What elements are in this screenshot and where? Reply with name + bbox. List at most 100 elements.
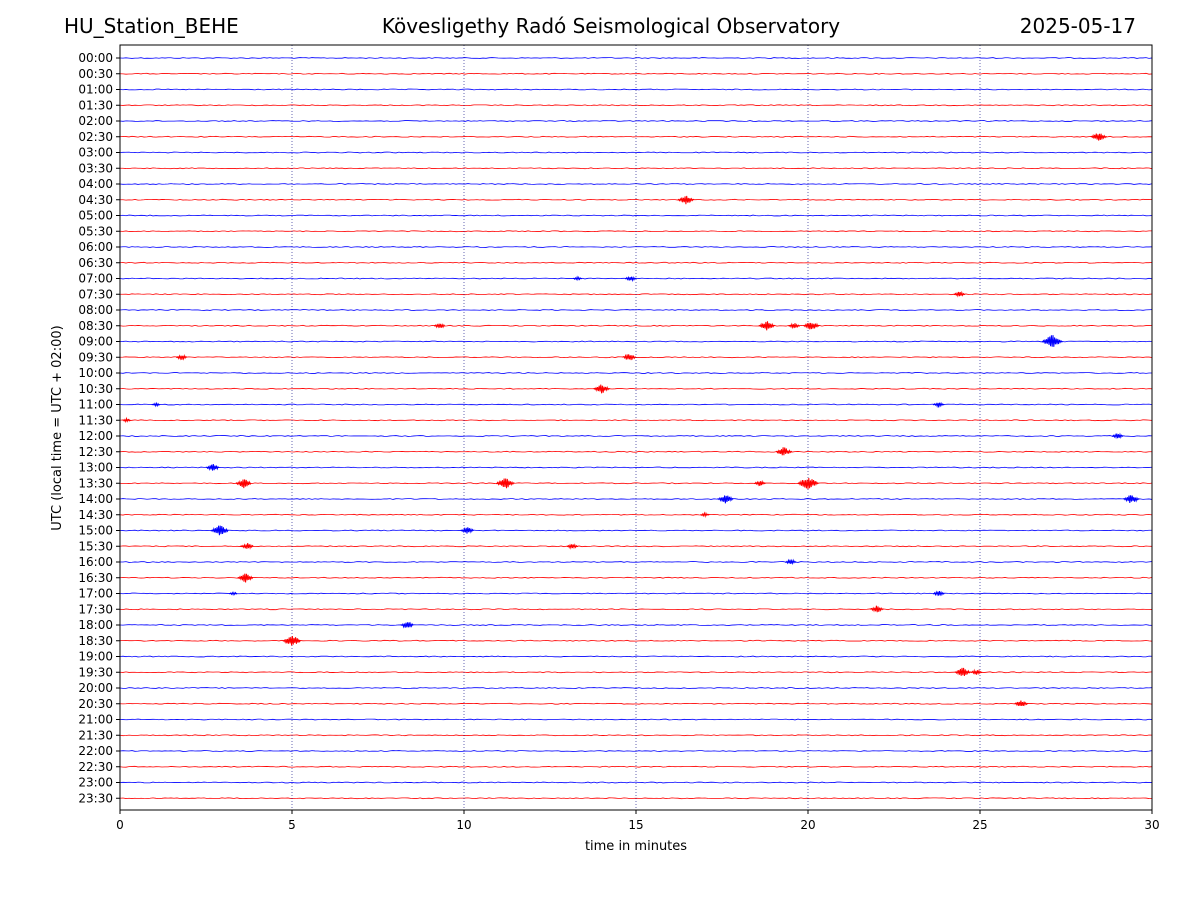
- seismic-event-11: [622, 353, 637, 361]
- y-tick-label: 01:30: [78, 98, 113, 112]
- y-tick-label: 22:00: [78, 744, 113, 758]
- seismic-event-17: [775, 447, 793, 456]
- seismic-event-0: [1090, 133, 1107, 141]
- trace-0630: [119, 261, 1153, 264]
- y-tick-label: 13:00: [78, 461, 113, 475]
- y-tick-label: 04:00: [78, 177, 113, 191]
- station-title: HU_Station_BEHE: [64, 14, 239, 38]
- seismic-event-4: [953, 290, 966, 298]
- y-tick-label: 00:00: [78, 51, 113, 65]
- y-tick-label: 05:30: [78, 224, 113, 238]
- y-tick-label: 16:00: [78, 555, 113, 569]
- y-tick-label: 19:00: [78, 650, 113, 664]
- seismic-event-9: [1041, 335, 1063, 347]
- y-tick-label: 21:00: [78, 713, 113, 727]
- x-axis-ticks: 0 5 10 15 20 25 30: [116, 810, 1160, 832]
- seismic-event-20: [495, 478, 515, 489]
- trace-0500: [119, 214, 1153, 217]
- seismic-event-6: [758, 321, 775, 331]
- trace-2300: [119, 781, 1153, 784]
- y-tick-label: 15:30: [78, 539, 113, 553]
- y-tick-label: 06:00: [78, 240, 113, 254]
- trace-1300: [119, 466, 1153, 469]
- y-tick-label: 12:30: [78, 445, 113, 459]
- seismic-event-15: [122, 416, 131, 424]
- seismic-event-32: [228, 591, 238, 597]
- y-tick-label: 01:00: [78, 83, 113, 97]
- seismic-event-12: [593, 384, 610, 394]
- y-tick-label: 05:00: [78, 209, 113, 223]
- y-tick-label: 02:30: [78, 130, 113, 144]
- seismic-event-35: [400, 621, 414, 629]
- y-tick-label: 08:30: [78, 319, 113, 333]
- date-title: 2025-05-17: [1019, 14, 1136, 38]
- trace-0900: [119, 340, 1153, 343]
- x-tick-label: 20: [800, 818, 815, 832]
- seismic-event-33: [932, 590, 945, 597]
- y-tick-label: 22:30: [78, 760, 113, 774]
- y-tick-label: 18:30: [78, 634, 113, 648]
- seismic-event-3: [624, 275, 637, 283]
- y-tick-label: 13:30: [78, 476, 113, 490]
- seismic-event-16: [1111, 432, 1124, 440]
- seismic-event-8: [803, 322, 820, 330]
- y-tick-label: 19:30: [78, 665, 113, 679]
- seismic-event-18: [205, 464, 220, 472]
- y-tick-label: 09:30: [78, 350, 113, 364]
- seismic-event-21: [753, 479, 766, 487]
- y-tick-label: 17:00: [78, 587, 113, 601]
- y-tick-label: 07:30: [78, 287, 113, 301]
- seismic-event-28: [240, 542, 254, 550]
- trace-1630: [119, 576, 1153, 579]
- y-tick-label: 21:30: [78, 728, 113, 742]
- seismic-event-38: [970, 668, 983, 676]
- y-tick-label: 03:30: [78, 161, 113, 175]
- seismic-event-29: [566, 543, 579, 550]
- trace-1830: [119, 639, 1153, 642]
- y-tick-label: 10:00: [78, 366, 113, 380]
- y-tick-label: 20:30: [78, 697, 113, 711]
- trace-0230: [119, 135, 1153, 138]
- seismic-event-37: [954, 667, 972, 677]
- y-tick-label: 23:00: [78, 776, 113, 790]
- trace-1430: [119, 513, 1153, 516]
- x-tick-label: 25: [972, 818, 987, 832]
- trace-1900: [119, 655, 1153, 658]
- trace-0100: [119, 88, 1153, 91]
- seismic-event-1: [677, 195, 695, 205]
- y-tick-label: 15:00: [78, 524, 113, 538]
- y-tick-label: 00:30: [78, 67, 113, 81]
- seismic-event-27: [460, 527, 474, 534]
- y-tick-label: 11:30: [78, 413, 113, 427]
- x-tick-label: 0: [116, 818, 124, 832]
- y-tick-label: 03:00: [78, 146, 113, 160]
- trace-0430: [119, 198, 1153, 201]
- x-tick-label: 5: [288, 818, 296, 832]
- y-tick-label: 18:00: [78, 618, 113, 632]
- y-tick-label: 10:30: [78, 382, 113, 396]
- y-tick-label: 07:00: [78, 272, 113, 286]
- x-tick-label: 15: [628, 818, 643, 832]
- x-tick-label: 10: [456, 818, 471, 832]
- trace-0830: [119, 324, 1153, 327]
- trace-1700: [119, 592, 1153, 595]
- seismic-event-23: [717, 495, 734, 504]
- x-tick-label: 30: [1144, 818, 1159, 832]
- seismic-event-13: [151, 401, 161, 408]
- y-tick-label: 04:30: [78, 193, 113, 207]
- y-tick-label: 16:30: [78, 571, 113, 585]
- trace-0300: [119, 151, 1153, 154]
- seismic-event-10: [176, 354, 188, 361]
- y-tick-label: 12:00: [78, 429, 113, 443]
- seismic-event-22: [797, 478, 819, 490]
- y-tick-label: 14:30: [78, 508, 113, 522]
- y-axis-label: UTC (local time = UTC + 02:00): [50, 325, 65, 530]
- trace-2100: [119, 718, 1153, 721]
- y-tick-label: 08:00: [78, 303, 113, 317]
- grid-group: [291, 45, 981, 810]
- y-tick-label: 11:00: [78, 398, 113, 412]
- seismic-event-5: [434, 323, 446, 329]
- seismic-event-30: [784, 558, 797, 566]
